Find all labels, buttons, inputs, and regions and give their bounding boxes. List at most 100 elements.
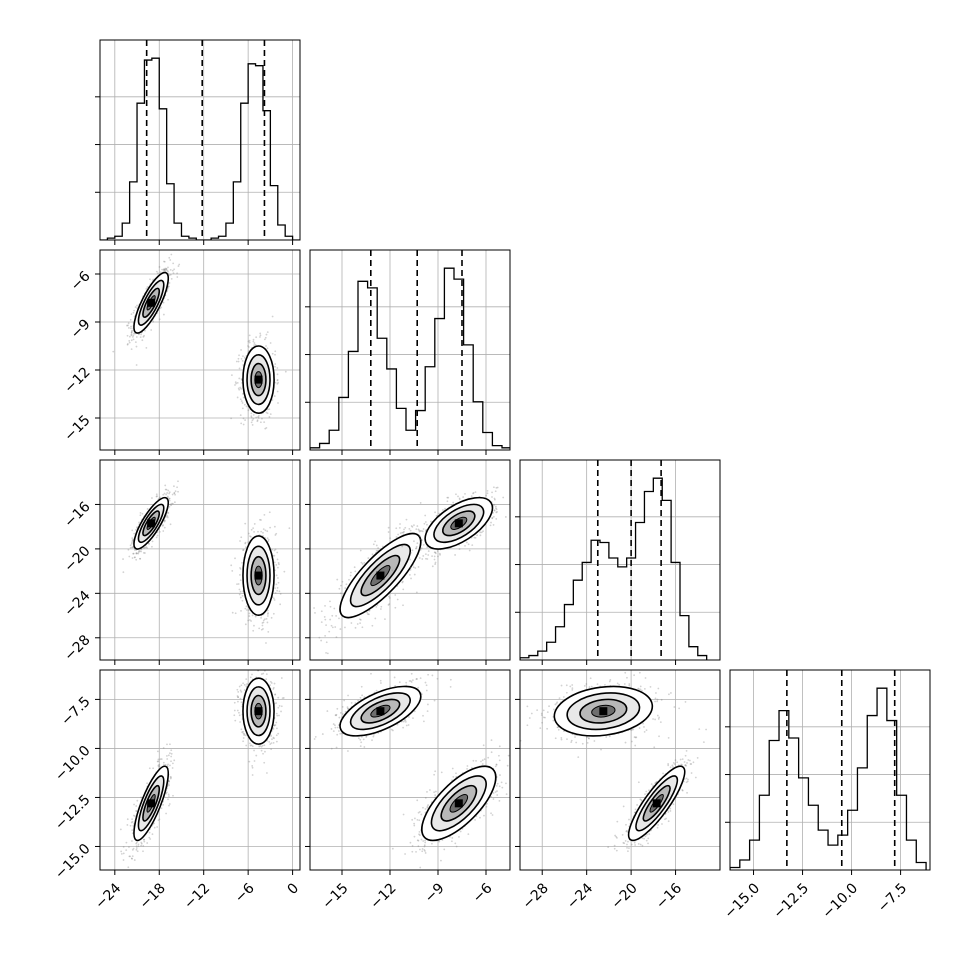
sample-point <box>434 563 437 565</box>
sample-point <box>144 546 147 549</box>
sample-point <box>491 517 494 520</box>
sample-point <box>250 421 253 424</box>
sample-point <box>125 849 128 852</box>
sample-point <box>350 571 352 574</box>
sample-point <box>122 845 125 848</box>
sample-point <box>446 500 449 503</box>
sample-point <box>140 796 142 799</box>
sample-point <box>259 334 262 337</box>
sample-point <box>131 840 133 842</box>
sample-point <box>402 531 405 534</box>
sample-point <box>165 268 168 270</box>
sample-point <box>270 616 273 619</box>
sample-point <box>366 611 369 614</box>
sample-point <box>264 427 267 430</box>
sample-point <box>168 497 171 500</box>
sample-point <box>276 551 279 554</box>
sample-point <box>172 794 174 797</box>
sample-point <box>340 584 342 587</box>
sample-point <box>397 533 400 536</box>
sample-point <box>140 844 143 847</box>
sample-point <box>436 550 439 552</box>
sample-point <box>162 269 165 272</box>
sample-point <box>169 775 172 778</box>
sample-point <box>306 649 308 651</box>
density-peak <box>376 571 385 580</box>
sample-point <box>493 497 496 500</box>
sample-point <box>165 493 168 496</box>
sample-point <box>167 489 170 492</box>
sample-point <box>276 373 279 376</box>
sample-point <box>241 359 244 362</box>
sample-point <box>384 618 386 620</box>
sample-point <box>265 642 267 644</box>
sample-point <box>163 764 165 766</box>
sample-point <box>344 587 347 589</box>
sample-point <box>131 855 134 858</box>
sample-point <box>421 530 424 533</box>
sample-point <box>140 841 143 844</box>
sample-point <box>339 628 342 630</box>
sample-point <box>137 551 140 554</box>
sample-point <box>266 609 269 612</box>
sample-point <box>244 522 247 525</box>
sample-point <box>389 537 392 540</box>
sample-point <box>167 298 169 301</box>
sample-point <box>324 634 327 637</box>
sample-point <box>482 530 484 533</box>
sample-point <box>467 543 470 546</box>
sample-point <box>164 267 167 270</box>
sample-point <box>514 493 516 495</box>
sample-point <box>159 758 162 761</box>
sample-point <box>433 551 436 554</box>
sample-point <box>434 561 437 564</box>
sample-point <box>176 486 178 489</box>
sample-point <box>492 515 495 518</box>
sample-point <box>162 524 164 526</box>
sample-point <box>122 558 124 560</box>
sample-point <box>168 803 171 805</box>
sample-point <box>237 360 240 363</box>
sample-point <box>155 493 158 496</box>
sample-point <box>146 547 148 549</box>
sample-point <box>163 492 166 495</box>
sample-point <box>137 552 140 555</box>
sample-point <box>242 549 244 552</box>
sample-point <box>269 342 272 344</box>
sample-point <box>251 614 254 617</box>
sample-point <box>130 333 133 336</box>
sample-point <box>274 365 276 368</box>
sample-point <box>162 493 165 496</box>
sample-point <box>329 605 332 608</box>
sample-point <box>244 607 247 610</box>
sample-point <box>273 597 275 600</box>
sample-point <box>420 547 423 550</box>
sample-point <box>127 548 130 551</box>
sample-point <box>237 583 240 585</box>
sample-point <box>168 795 170 798</box>
sample-point <box>361 626 364 629</box>
sample-point <box>160 807 163 810</box>
sample-point <box>271 352 274 355</box>
sample-point <box>262 621 265 624</box>
sample-point <box>491 491 493 494</box>
sample-point <box>144 552 146 554</box>
sample-point <box>248 334 251 337</box>
sample-point <box>335 636 338 639</box>
sample-point <box>162 268 165 271</box>
sample-point <box>396 598 399 601</box>
sample-point <box>177 265 180 267</box>
sample-point <box>502 496 505 499</box>
sample-point <box>410 525 413 527</box>
sample-point <box>420 530 423 532</box>
sample-point <box>173 492 176 495</box>
sample-point <box>151 497 153 499</box>
sample-point <box>130 542 133 545</box>
sample-point <box>468 549 471 552</box>
sample-point <box>234 557 236 560</box>
sample-point <box>268 511 271 514</box>
sample-point <box>375 605 378 608</box>
sample-point <box>259 518 261 521</box>
sample-point <box>375 549 378 552</box>
